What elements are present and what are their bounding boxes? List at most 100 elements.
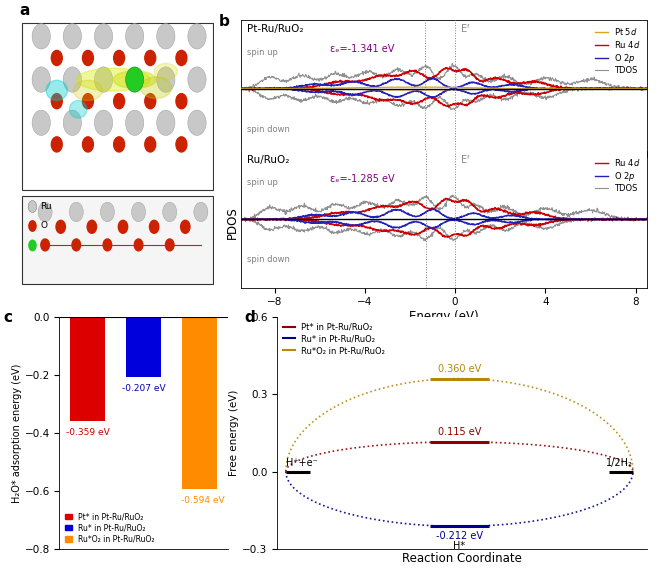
Legend: Pt* in Pt-Ru/RuO₂, Ru* in Pt-Ru/RuO₂, Ru*O₂ in Pt-Ru/RuO₂: Pt* in Pt-Ru/RuO₂, Ru* in Pt-Ru/RuO₂, Ru… bbox=[281, 321, 387, 357]
Circle shape bbox=[82, 51, 94, 66]
Circle shape bbox=[114, 51, 125, 66]
Circle shape bbox=[188, 110, 206, 135]
Circle shape bbox=[100, 202, 114, 222]
Circle shape bbox=[149, 220, 159, 234]
Circle shape bbox=[63, 67, 82, 92]
Circle shape bbox=[32, 67, 50, 92]
Text: spin up: spin up bbox=[247, 178, 278, 187]
Circle shape bbox=[82, 94, 94, 109]
Ellipse shape bbox=[77, 68, 150, 91]
Circle shape bbox=[94, 67, 113, 92]
Circle shape bbox=[32, 110, 50, 135]
Circle shape bbox=[38, 202, 52, 222]
Circle shape bbox=[188, 67, 206, 92]
Text: Eᶠ: Eᶠ bbox=[461, 155, 470, 165]
Text: 0.360 eV: 0.360 eV bbox=[438, 364, 481, 374]
Text: Pt: Pt bbox=[40, 241, 50, 250]
Ellipse shape bbox=[69, 101, 87, 118]
Circle shape bbox=[156, 110, 175, 135]
Ellipse shape bbox=[73, 80, 102, 101]
Text: Pt-Ru/RuO₂: Pt-Ru/RuO₂ bbox=[247, 24, 304, 34]
Circle shape bbox=[28, 220, 37, 232]
Circle shape bbox=[51, 51, 62, 66]
Circle shape bbox=[69, 202, 83, 222]
Text: εₑ=-1.285 eV: εₑ=-1.285 eV bbox=[330, 174, 395, 184]
Circle shape bbox=[82, 137, 94, 152]
Circle shape bbox=[156, 24, 175, 49]
Text: b: b bbox=[218, 13, 230, 28]
Circle shape bbox=[72, 239, 81, 251]
Text: O: O bbox=[40, 221, 48, 231]
Text: -0.207 eV: -0.207 eV bbox=[121, 384, 166, 393]
Circle shape bbox=[125, 24, 144, 49]
Circle shape bbox=[118, 220, 127, 234]
Circle shape bbox=[176, 137, 187, 152]
Circle shape bbox=[51, 137, 62, 152]
Text: H*: H* bbox=[453, 540, 465, 551]
FancyBboxPatch shape bbox=[22, 196, 213, 284]
Circle shape bbox=[156, 67, 175, 92]
Text: d: d bbox=[244, 310, 255, 325]
FancyBboxPatch shape bbox=[22, 23, 213, 191]
Ellipse shape bbox=[154, 63, 178, 80]
Circle shape bbox=[94, 24, 113, 49]
Circle shape bbox=[94, 110, 113, 135]
Ellipse shape bbox=[141, 77, 172, 98]
Circle shape bbox=[28, 200, 37, 213]
Circle shape bbox=[125, 67, 144, 92]
Text: -0.212 eV: -0.212 eV bbox=[436, 531, 483, 541]
Bar bbox=[70, 317, 105, 421]
Legend: Ru 4$d$, O 2$p$, TDOS: Ru 4$d$, O 2$p$, TDOS bbox=[593, 155, 643, 195]
Circle shape bbox=[28, 239, 37, 252]
Circle shape bbox=[176, 94, 187, 109]
Text: PDOS: PDOS bbox=[226, 206, 239, 239]
Text: -0.359 eV: -0.359 eV bbox=[65, 428, 110, 437]
X-axis label: Reaction Coordinate: Reaction Coordinate bbox=[402, 552, 522, 565]
Circle shape bbox=[63, 110, 82, 135]
Circle shape bbox=[145, 51, 156, 66]
Circle shape bbox=[87, 220, 96, 234]
Text: H⁺+e⁻: H⁺+e⁻ bbox=[286, 458, 317, 468]
Circle shape bbox=[114, 94, 125, 109]
Circle shape bbox=[103, 239, 112, 251]
Circle shape bbox=[194, 202, 208, 222]
Circle shape bbox=[63, 24, 82, 49]
Text: Eᶠ: Eᶠ bbox=[461, 24, 470, 34]
Circle shape bbox=[188, 24, 206, 49]
Circle shape bbox=[134, 239, 143, 251]
Text: spin up: spin up bbox=[247, 48, 278, 56]
Legend: Pt 5$d$, Ru 4$d$, O 2$p$, TDOS: Pt 5$d$, Ru 4$d$, O 2$p$, TDOS bbox=[593, 24, 643, 77]
Circle shape bbox=[166, 239, 174, 251]
Text: 1/2H₂: 1/2H₂ bbox=[606, 458, 633, 468]
Circle shape bbox=[51, 94, 62, 109]
Y-axis label: Free energy (eV): Free energy (eV) bbox=[230, 390, 240, 476]
Circle shape bbox=[41, 239, 50, 251]
Text: Ru: Ru bbox=[40, 202, 52, 211]
Text: Ru/RuO₂: Ru/RuO₂ bbox=[247, 155, 289, 165]
Y-axis label: H₂O* adsorption energy (eV): H₂O* adsorption energy (eV) bbox=[12, 363, 22, 503]
Text: -0.594 eV: -0.594 eV bbox=[181, 496, 224, 505]
Circle shape bbox=[145, 94, 156, 109]
Bar bbox=[126, 317, 161, 376]
Bar bbox=[182, 317, 217, 489]
Circle shape bbox=[163, 202, 177, 222]
Circle shape bbox=[125, 110, 144, 135]
Legend: Pt* in Pt-Ru/RuO₂, Ru* in Pt-Ru/RuO₂, Ru*O₂ in Pt-Ru/RuO₂: Pt* in Pt-Ru/RuO₂, Ru* in Pt-Ru/RuO₂, Ru… bbox=[63, 511, 156, 545]
Circle shape bbox=[114, 137, 125, 152]
Text: εₑ=-1.341 eV: εₑ=-1.341 eV bbox=[330, 44, 395, 53]
Circle shape bbox=[176, 51, 187, 66]
Circle shape bbox=[56, 220, 65, 234]
Circle shape bbox=[131, 202, 146, 222]
Text: spin down: spin down bbox=[247, 125, 290, 134]
Text: 0.115 eV: 0.115 eV bbox=[438, 427, 481, 437]
Ellipse shape bbox=[114, 71, 156, 88]
Circle shape bbox=[125, 67, 144, 92]
Text: c: c bbox=[4, 310, 13, 325]
Text: spin down: spin down bbox=[247, 256, 290, 264]
Circle shape bbox=[145, 137, 156, 152]
X-axis label: Energy (eV): Energy (eV) bbox=[409, 310, 478, 323]
Circle shape bbox=[181, 220, 190, 234]
Text: a: a bbox=[20, 2, 30, 17]
Ellipse shape bbox=[46, 80, 67, 101]
Circle shape bbox=[32, 24, 50, 49]
